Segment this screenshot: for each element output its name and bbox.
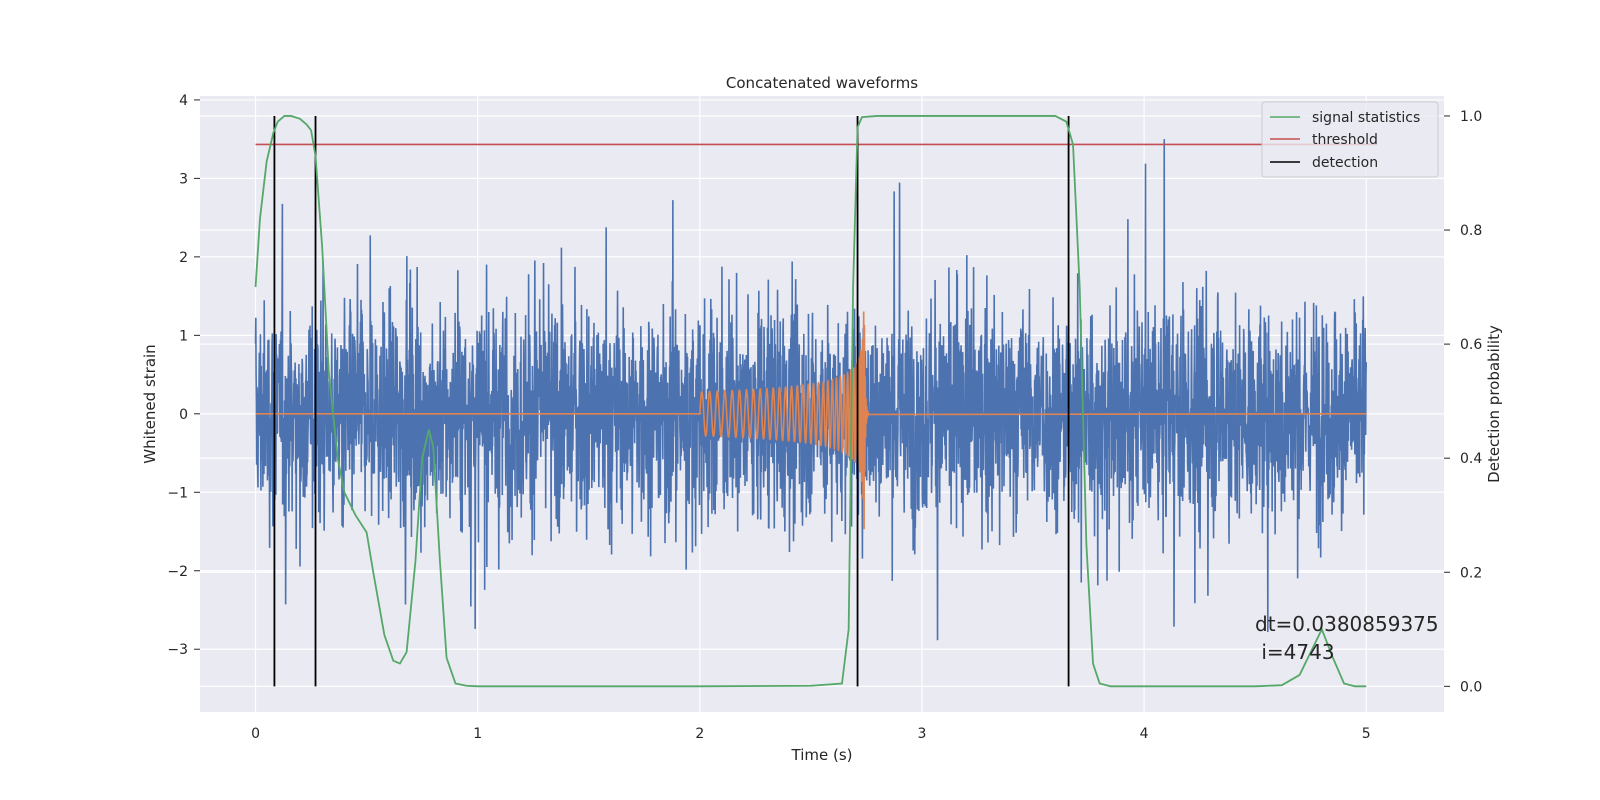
annotation-i: i=4743 [1255,640,1335,664]
legend-label-signal: signal statistics [1312,110,1420,126]
y-tick-label: 0 [179,407,188,423]
y-axis-label: Whitened strain [141,344,159,463]
legend-label-detection: detection [1312,155,1378,171]
x-axis-label: Time (s) [791,746,853,764]
y2-tick-label: 0.8 [1460,223,1482,239]
x-tick-label: 1 [473,726,482,742]
y-tick-label: 4 [179,93,188,109]
legend-box [1261,101,1439,178]
strain-noise-series [254,139,1368,641]
y2-tick-label: 0.4 [1460,451,1482,467]
y-tick-label: −3 [167,642,188,658]
ticks: 0 1 2 3 4 5 −3 −2 −1 0 1 2 3 4 0.0 0.2 0.4 0.6 0.8 1.0 [167,93,1482,742]
injected-waveform-series [255,311,1367,530]
y2-tick-label: 0.0 [1460,679,1482,695]
y2-tick-label: 0.2 [1460,565,1482,581]
legend-label-threshold: threshold [1312,132,1378,148]
plot-area [254,115,1378,688]
legend: signal statistics threshold detection [1261,101,1439,178]
annotation-dt: dt=0.0380859375 [1255,612,1439,636]
y-tick-label: 1 [179,328,188,344]
y2-tick-label: 1.0 [1460,109,1482,125]
y2-axis-label: Detection probability [1485,325,1503,483]
y2-tick-label: 0.6 [1460,337,1482,353]
x-tick-label: 0 [251,726,260,742]
x-tick-label: 5 [1362,726,1371,742]
signal-statistics-series [254,115,1367,688]
x-tick-label: 4 [1140,726,1149,742]
x-tick-label: 2 [695,726,704,742]
x-tick-label: 3 [918,726,927,742]
y-tick-label: 2 [179,250,188,266]
chart-title: Concatenated waveforms [726,74,918,92]
y-tick-label: −1 [167,485,188,501]
y-tick-label: −2 [167,564,188,580]
y-tick-label: 3 [179,171,188,187]
